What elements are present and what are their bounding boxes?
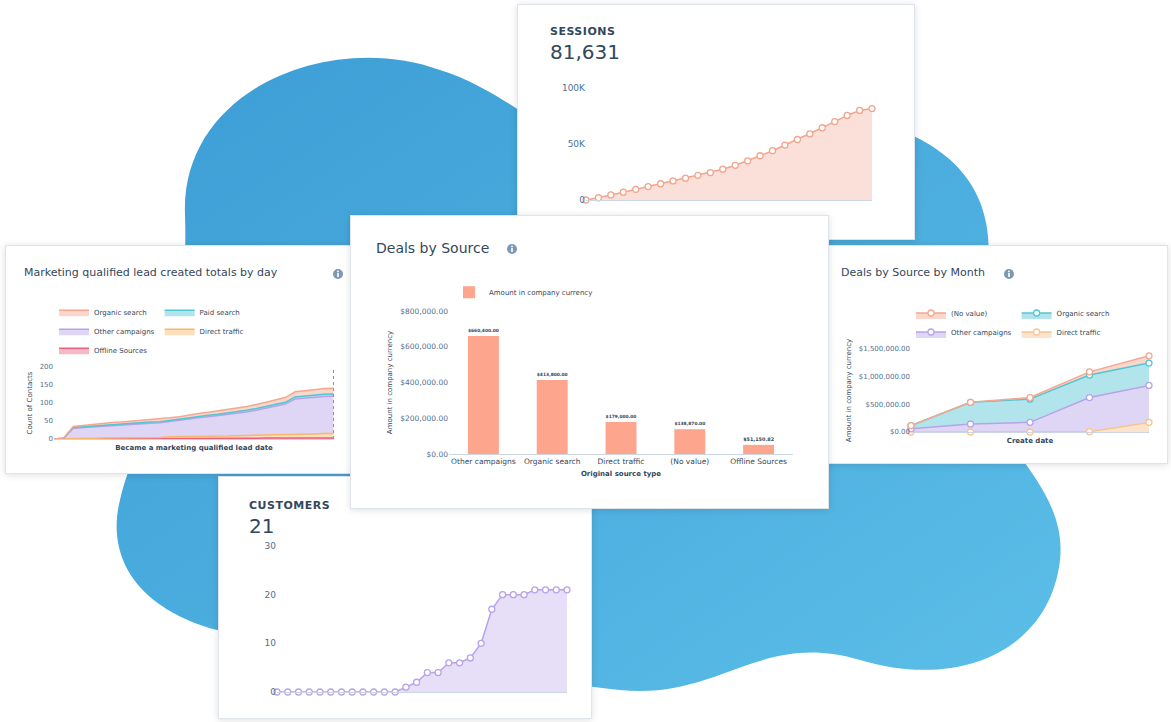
svg-text:Amount in company currency: Amount in company currency [845,339,853,442]
svg-text:200: 200 [40,363,53,371]
svg-text:30: 30 [265,541,277,551]
svg-text:$500,000.00: $500,000.00 [865,401,910,409]
svg-text:$413,800.00: $413,800.00 [537,372,568,377]
svg-text:$0.00: $0.00 [890,428,910,436]
svg-text:Became a marketing qualified l: Became a marketing qualified lead date [115,444,273,452]
svg-text:$660,400.00: $660,400.00 [468,328,499,333]
svg-text:Amount in company currency: Amount in company currency [386,331,394,434]
svg-text:10: 10 [265,638,277,648]
html-text:21: 21 [249,514,275,538]
svg-text:Original source type: Original source type [581,470,661,478]
svg-text:$51,150.82: $51,150.82 [743,436,774,442]
svg-text:$600,000.00: $600,000.00 [400,342,448,351]
svg-text:$1,500,000.00: $1,500,000.00 [859,345,910,353]
svg-text:50K: 50K [568,139,586,149]
svg-text:0: 0 [49,435,53,443]
svg-text:Count of Contacts: Count of Contacts [26,371,34,434]
svg-text:Organic search: Organic search [94,309,147,317]
svg-text:$800,000.00: $800,000.00 [400,307,448,316]
svg-text:$200,000.00: $200,000.00 [400,414,448,423]
svg-text:Offline Sources: Offline Sources [94,347,147,355]
svg-text:$179,000.00: $179,000.00 [606,414,637,419]
svg-text:100K: 100K [562,83,586,93]
svg-text:100: 100 [40,399,53,407]
svg-text:Other campaigns: Other campaigns [451,457,516,466]
svg-text:(No value): (No value) [951,310,988,318]
svg-text:0: 0 [270,687,276,697]
svg-text:Direct traffic: Direct traffic [598,457,645,466]
svg-text:$1,000,000.00: $1,000,000.00 [859,373,910,381]
svg-text:20: 20 [265,590,277,600]
svg-text:$138,870.00: $138,870.00 [674,421,705,426]
svg-text:Paid search: Paid search [200,309,240,317]
svg-text:Organic search: Organic search [524,457,581,466]
svg-text:150: 150 [40,381,53,389]
svg-text:Direct traffic: Direct traffic [200,328,244,336]
svg-text:Organic search: Organic search [1057,310,1110,318]
html-text:SESSIONS: SESSIONS [550,25,616,38]
svg-text:Create date: Create date [1007,437,1054,445]
svg-text:(No value): (No value) [670,457,709,466]
svg-text:Amount in company currency: Amount in company currency [489,289,592,297]
html-text:81,631: 81,631 [550,40,620,64]
svg-text:$400,000.00: $400,000.00 [400,378,448,387]
svg-text:0: 0 [579,195,585,205]
svg-text:50: 50 [44,417,53,425]
svg-text:Other campaigns: Other campaigns [951,329,1012,337]
svg-text:Direct traffic: Direct traffic [1057,329,1101,337]
svg-text:Other campaigns: Other campaigns [94,328,155,336]
html-text:CUSTOMERS: CUSTOMERS [249,499,331,512]
svg-text:Offline Sources: Offline Sources [730,457,787,466]
html-text:Deals by Source by Month: Deals by Source by Month [841,266,985,279]
html-text:Marketing qualified lead creat: Marketing qualified lead created totals … [24,266,278,279]
svg-text:$0.00: $0.00 [427,450,449,459]
html-text:Deals by Source: Deals by Source [376,240,490,256]
